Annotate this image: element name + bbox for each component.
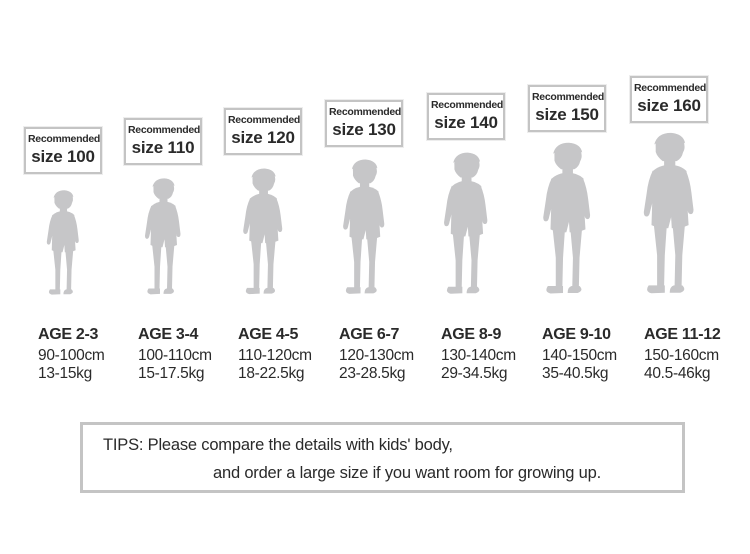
- height-range-label: 130-140cm: [441, 347, 516, 364]
- tips-box: TIPS: Please compare the details with ki…: [80, 422, 685, 493]
- size-column: Recommended size 160 AGE 11-12 150-160cm…: [619, 0, 721, 400]
- recommended-size-box: Recommended size 150: [528, 85, 606, 132]
- recommended-size-box: Recommended size 100: [24, 127, 102, 174]
- weight-range-label: 15-17.5kg: [138, 364, 205, 382]
- height-range-label: 120-130cm: [339, 347, 414, 364]
- size-column: Recommended size 110 AGE 3-4 100-110cm 1…: [113, 0, 213, 400]
- recommended-label: Recommended: [28, 133, 100, 145]
- recommended-label: Recommended: [532, 91, 604, 103]
- height-range-label: 150-160cm: [644, 347, 719, 364]
- size-label: size 110: [131, 138, 195, 157]
- recommended-size-box: Recommended size 130: [325, 100, 403, 147]
- child-silhouette: [236, 167, 291, 297]
- weight-range-label: 18-22.5kg: [238, 364, 305, 382]
- recommended-label: Recommended: [634, 82, 706, 94]
- tips-line-1: TIPS: Please compare the details with ki…: [103, 436, 453, 454]
- size-label: size 150: [535, 105, 599, 124]
- child-silhouette: [41, 189, 86, 297]
- size-info: AGE 9-10 140-150cm 35-40.5kg: [542, 326, 617, 382]
- age-label: AGE 2-3: [38, 326, 99, 343]
- size-column: Recommended size 130 AGE 6-7 120-130cm 2…: [314, 0, 414, 400]
- height-range-label: 110-120cm: [238, 347, 312, 364]
- height-range-label: 90-100cm: [38, 347, 105, 364]
- size-info: AGE 2-3 90-100cm 13-15kg: [38, 326, 105, 382]
- recommended-size-box: Recommended size 160: [630, 76, 708, 123]
- size-column: Recommended size 100 AGE 2-3 90-100cm 13…: [13, 0, 113, 400]
- size-column: Recommended size 150 AGE 9-10 140-150cm …: [517, 0, 617, 400]
- size-info: AGE 8-9 130-140cm 29-34.5kg: [441, 326, 516, 382]
- size-label: size 160: [637, 96, 701, 115]
- size-info: AGE 4-5 110-120cm 18-22.5kg: [238, 326, 312, 382]
- height-range-label: 140-150cm: [542, 347, 617, 364]
- height-range-label: 100-110cm: [138, 347, 212, 364]
- recommended-label: Recommended: [431, 99, 503, 111]
- size-label: size 130: [332, 120, 396, 139]
- size-column: Recommended size 140 AGE 8-9 130-140cm 2…: [416, 0, 516, 400]
- size-info: AGE 3-4 100-110cm 15-17.5kg: [138, 326, 212, 382]
- age-label: AGE 8-9: [441, 326, 502, 343]
- age-label: AGE 4-5: [238, 326, 299, 343]
- child-silhouette: [634, 131, 704, 297]
- size-column: Recommended size 120 AGE 4-5 110-120cm 1…: [213, 0, 313, 400]
- age-label: AGE 6-7: [339, 326, 400, 343]
- size-label: size 140: [434, 113, 498, 132]
- weight-range-label: 23-28.5kg: [339, 364, 406, 382]
- weight-range-label: 29-34.5kg: [441, 364, 508, 382]
- recommended-size-box: Recommended size 120: [224, 108, 302, 155]
- child-silhouette: [138, 177, 188, 297]
- recommended-label: Recommended: [329, 106, 401, 118]
- recommended-size-box: Recommended size 110: [124, 118, 202, 165]
- age-label: AGE 11-12: [644, 326, 721, 343]
- size-label: size 120: [231, 128, 295, 147]
- child-silhouette: [534, 141, 600, 297]
- recommended-size-box: Recommended size 140: [427, 93, 505, 140]
- weight-range-label: 35-40.5kg: [542, 364, 609, 382]
- recommended-label: Recommended: [128, 124, 200, 136]
- recommended-label: Recommended: [228, 114, 300, 126]
- size-info: AGE 6-7 120-130cm 23-28.5kg: [339, 326, 414, 382]
- weight-range-label: 13-15kg: [38, 364, 92, 382]
- child-silhouette: [335, 158, 393, 297]
- tips-line-2: and order a large size if you want room …: [213, 464, 601, 482]
- size-label: size 100: [31, 147, 95, 166]
- child-silhouette: [436, 151, 497, 297]
- size-info: AGE 11-12 150-160cm 40.5-46kg: [644, 326, 721, 382]
- age-label: AGE 3-4: [138, 326, 199, 343]
- age-label: AGE 9-10: [542, 326, 611, 343]
- weight-range-label: 40.5-46kg: [644, 364, 711, 382]
